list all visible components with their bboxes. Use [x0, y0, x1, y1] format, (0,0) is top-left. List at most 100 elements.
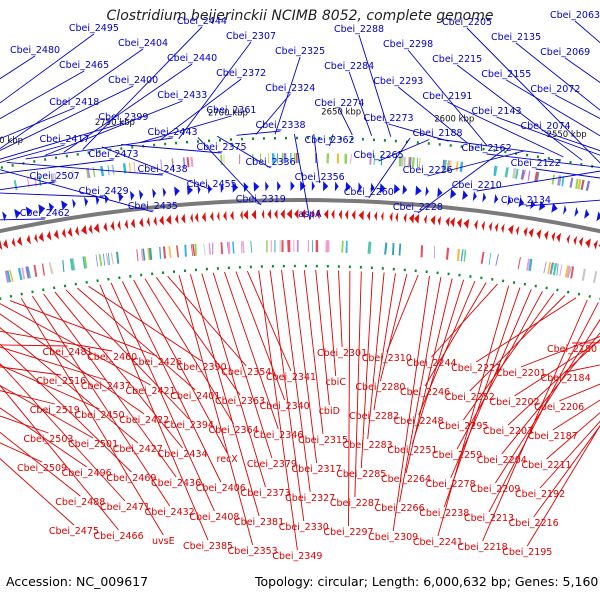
reverse-gene-label: Cbei_2340 — [260, 401, 310, 412]
reverse-gene-label: Cbei_2475 — [49, 526, 99, 537]
reverse-gene-label: Cbei_2211 — [521, 460, 571, 471]
forward-gene-label: Cbei_2429 — [79, 186, 129, 197]
forward-gene-arrow — [334, 181, 339, 192]
reverse-gene-arrow — [481, 220, 486, 231]
forward-label-leader — [456, 64, 583, 161]
reverse-gene-label: Cbei_2203 — [483, 426, 533, 437]
reverse-gene-label: Cbei_2251 — [387, 445, 437, 456]
reverse-gene-arrow — [146, 216, 151, 227]
reverse-gene-arrow — [573, 235, 578, 246]
reverse-label-leader — [258, 270, 298, 551]
forward-gene-arrow — [539, 200, 546, 211]
reverse-gene-label: uvsE — [152, 536, 175, 547]
forward-gene-label: Cbei_2155 — [481, 69, 531, 80]
reverse-gene-arrow — [381, 211, 384, 222]
reverse-gene-label: Cbei_2481 — [42, 347, 92, 358]
reverse-gene-arrow — [159, 215, 164, 226]
reverse-gene-label: Cbei_2206 — [534, 402, 584, 413]
forward-label-leader — [0, 169, 153, 213]
reverse-gene-arrow — [117, 220, 121, 231]
forward-label-leader — [197, 137, 262, 206]
reverse-gene-arrow — [445, 216, 450, 227]
reverse-gene-label: Cbei_2180 — [547, 344, 597, 355]
forward-label-leader — [378, 139, 430, 162]
reverse-label-leader — [431, 283, 498, 358]
forward-gene-arrow — [25, 206, 33, 217]
reverse-gene-label: Cbei_2248 — [394, 416, 444, 427]
reverse-label-leader — [269, 270, 305, 522]
reverse-gene-label: Cbei_2195 — [502, 547, 552, 558]
forward-gene-label: Cbei_2404 — [118, 38, 168, 49]
reverse-label-leader — [121, 281, 222, 483]
reverse-label-leader — [526, 424, 600, 547]
reverse-gene-arrow — [11, 237, 16, 248]
reverse-label-leader — [469, 295, 566, 392]
forward-gene-arrow — [358, 182, 362, 193]
forward-gene-label: Cbei_2418 — [49, 97, 99, 108]
reverse-label-leader — [133, 279, 228, 454]
forward-label-leader — [466, 27, 600, 164]
reverse-label-leader — [54, 291, 183, 449]
reverse-gene-label: Cbei_2310 — [362, 353, 412, 364]
reverse-label-leader — [348, 270, 351, 527]
reverse-label-leader — [77, 287, 196, 391]
reverse-gene-arrow — [316, 209, 320, 220]
reverse-gene-label: Cbei_2422 — [119, 415, 169, 426]
reverse-gene-arrow — [130, 218, 136, 229]
kbp-tick-label: 2600 kbp — [434, 115, 474, 125]
reverse-gene-label: Cbei_2216 — [509, 518, 559, 529]
reverse-gene-label: cbiD — [319, 406, 340, 417]
reverse-gene-label: Cbei_2379 — [247, 459, 297, 470]
reverse-label-leader — [392, 275, 430, 532]
forward-label-leader — [358, 34, 392, 137]
forward-gene-label: Cbei_2063 — [550, 10, 600, 21]
reverse-label-leader — [281, 270, 311, 493]
forward-gene-label: Cbei_2215 — [432, 54, 482, 65]
forward-gene-arrow — [462, 190, 468, 200]
reverse-gene-arrow — [501, 223, 505, 234]
forward-label-leader — [0, 107, 75, 140]
reverse-label-leader — [559, 383, 600, 402]
forward-gene-arrow — [95, 195, 100, 206]
reverse-label-leader — [533, 425, 600, 518]
reverse-gene-arrow — [286, 209, 292, 219]
forward-label-leader — [6, 161, 163, 176]
reverse-label-leader — [0, 327, 139, 444]
reverse-gene-label: Cbei_2282 — [349, 411, 399, 422]
forward-gene-label: Cbei_2143 — [471, 106, 521, 117]
reverse-label-leader — [507, 339, 600, 426]
reverse-gene-arrow — [488, 221, 493, 232]
reverse-gene-label: Cbei_2184 — [541, 373, 591, 384]
forward-label-leader — [535, 168, 600, 179]
forward-gene-label: Cbei_2465 — [59, 60, 109, 71]
forward-gene-label: Cbei_2074 — [520, 121, 570, 132]
forward-gene-arrow — [530, 199, 536, 210]
forward-label-leader — [329, 134, 334, 147]
reverse-gene-arrow — [437, 215, 441, 226]
forward-gene-label: Cbei_2307 — [226, 31, 276, 42]
forward-label-leader — [368, 137, 411, 199]
reverse-gene-arrow — [251, 209, 257, 220]
forward-gene-label: Cbei_2191 — [422, 91, 472, 102]
reverse-gene-arrow — [409, 213, 415, 224]
forward-gene-label: Cbei_2228 — [393, 202, 443, 213]
reverse-gene-label: Cbei_2301 — [317, 348, 367, 359]
forward-label-leader — [236, 130, 281, 136]
reverse-gene-arrow — [190, 213, 194, 223]
reverse-label-leader — [212, 272, 273, 459]
reverse-gene-arrow — [593, 239, 598, 250]
reverse-label-leader — [367, 272, 385, 440]
reverse-gene-label: Cbei_2471 — [100, 502, 150, 513]
reverse-gene-label: Cbei_2460 — [87, 352, 137, 363]
forward-label-leader — [293, 133, 311, 221]
reverse-gene-label: Cbei_2363 — [215, 396, 265, 407]
reverse-label-leader — [43, 293, 177, 478]
reverse-label-leader — [189, 274, 260, 517]
reverse-gene-label: Cbei_2264 — [381, 474, 431, 485]
reverse-label-leader — [0, 384, 94, 439]
reverse-gene-label: Cbei_2259 — [432, 450, 482, 461]
forward-label-leader — [44, 100, 183, 156]
reverse-gene-label: Cbei_2213 — [464, 513, 514, 524]
reverse-gene-label: Cbei_2283 — [343, 440, 393, 451]
forward-gene-arrow — [437, 187, 443, 198]
